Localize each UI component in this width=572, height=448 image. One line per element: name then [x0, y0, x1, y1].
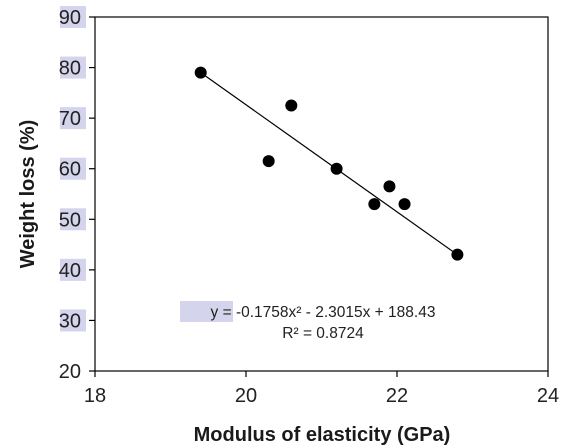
data-point — [451, 248, 464, 261]
highlight-layer — [60, 6, 233, 332]
y-tick-label-highlight — [60, 309, 86, 332]
equation-highlight — [180, 301, 233, 322]
y-tick-label: 60 — [59, 159, 81, 181]
r-squared-label: R² = 0.8724 — [282, 325, 364, 342]
y-tick-label: 90 — [59, 7, 81, 29]
y-tick-label: 30 — [59, 310, 81, 332]
x-tick-label: 24 — [537, 385, 559, 407]
y-tick-label: 20 — [59, 361, 81, 383]
y-tick-label: 40 — [59, 260, 81, 282]
x-axis-title: Modulus of elasticity (GPa) — [194, 424, 451, 446]
data-point — [398, 198, 411, 211]
data-point — [285, 99, 298, 112]
data-point — [262, 155, 275, 168]
x-tick-label: 18 — [84, 385, 106, 407]
data-point — [368, 198, 381, 211]
plot-frame — [94, 16, 549, 372]
y-axis-title: Weight loss (%) — [17, 120, 39, 269]
y-tick-label-highlight — [60, 6, 86, 28]
x-tick-label: 22 — [386, 385, 408, 407]
data-points — [194, 66, 464, 261]
trendline-equation: y = -0.1758x² - 2.3015x + 188.43 — [211, 304, 436, 321]
x-axis-ticks: 18 20 22 24 — [84, 371, 559, 407]
data-point — [383, 180, 396, 193]
y-tick-label-highlight — [60, 56, 86, 79]
data-point — [194, 66, 207, 79]
y-axis-ticks: 20 30 40 50 60 70 80 90 — [59, 7, 95, 383]
data-point — [330, 162, 343, 175]
y-tick-label-highlight — [60, 208, 86, 231]
y-tick-label: 50 — [59, 209, 81, 231]
y-tick-label-highlight — [60, 157, 86, 180]
y-tick-label: 80 — [59, 58, 81, 80]
y-tick-label-highlight — [60, 107, 86, 130]
trendline — [200, 72, 458, 256]
y-tick-label-highlight — [60, 258, 86, 281]
x-tick-label: 20 — [235, 385, 257, 407]
y-tick-label: 70 — [59, 108, 81, 130]
